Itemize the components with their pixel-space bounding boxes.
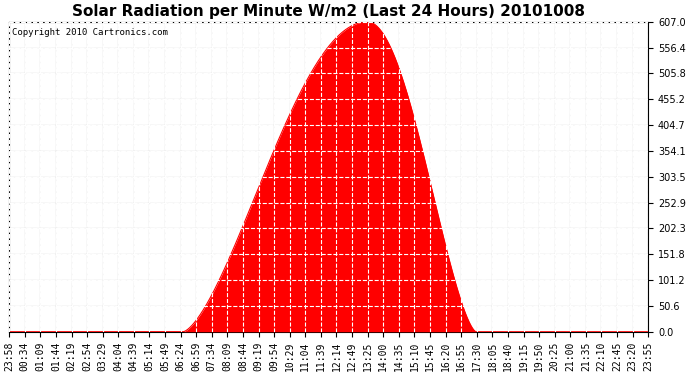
Title: Solar Radiation per Minute W/m2 (Last 24 Hours) 20101008: Solar Radiation per Minute W/m2 (Last 24… [72, 4, 585, 19]
Text: Copyright 2010 Cartronics.com: Copyright 2010 Cartronics.com [12, 28, 168, 37]
